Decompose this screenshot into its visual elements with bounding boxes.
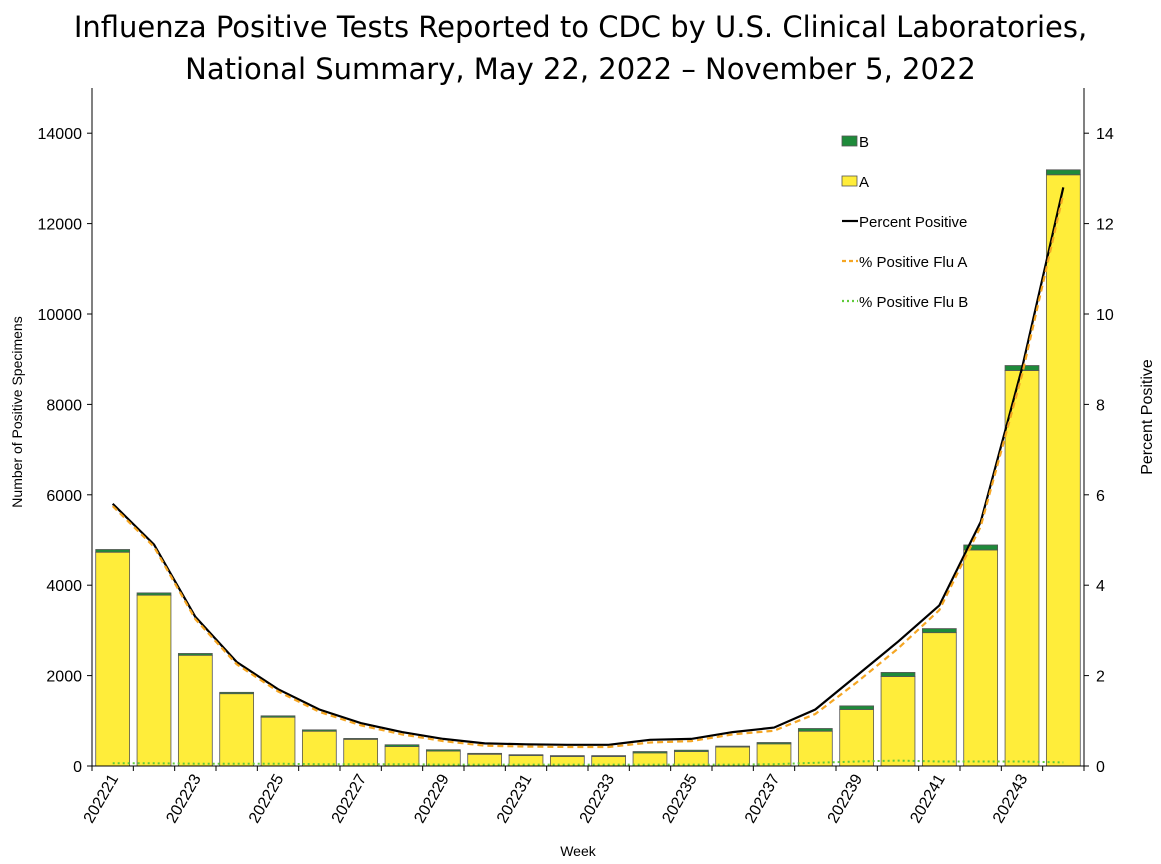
bar-b-202228 bbox=[384, 744, 420, 747]
bar-b-202241 bbox=[921, 628, 957, 634]
bar-b-202231 bbox=[508, 754, 544, 757]
y2-tick-label: 4 bbox=[1096, 578, 1105, 595]
bar-b-202226 bbox=[301, 729, 337, 732]
bar-a-202228 bbox=[384, 746, 420, 767]
bar-a-202223 bbox=[177, 654, 213, 767]
y2-axis-label: Percent Positive bbox=[1139, 359, 1156, 475]
bar-a-202226 bbox=[301, 730, 337, 767]
chart-title: Influenza Positive Tests Reported to CDC… bbox=[0, 6, 1161, 90]
bar-a-202240 bbox=[880, 676, 916, 767]
legend-label-percent-positive-flu-b: % Positive Flu B bbox=[859, 294, 968, 311]
bar-b-202225 bbox=[260, 715, 296, 718]
bar-a-202227 bbox=[343, 738, 379, 767]
bar-b-202222 bbox=[136, 592, 172, 596]
bar-b-202235 bbox=[673, 749, 709, 752]
legend-label-a: A bbox=[859, 174, 869, 191]
chart-title-line-2: National Summary, May 22, 2022 – Novembe… bbox=[185, 52, 976, 86]
bar-a-202243 bbox=[1004, 370, 1040, 767]
y-tick-label: 10000 bbox=[38, 307, 83, 324]
x-tick-label: 202223 bbox=[163, 771, 204, 826]
y-tick-label: 6000 bbox=[46, 488, 82, 505]
bar-b-202233 bbox=[591, 755, 627, 757]
y2-tick-label: 14 bbox=[1096, 126, 1114, 143]
y2-tick-label: 2 bbox=[1096, 669, 1105, 686]
y-tick-label: 12000 bbox=[38, 217, 83, 234]
bar-b-202229 bbox=[425, 749, 461, 752]
y2-tick-label: 10 bbox=[1096, 307, 1114, 324]
y-tick-label: 8000 bbox=[46, 397, 82, 414]
bar-b-202232 bbox=[549, 755, 585, 757]
bar-a-202241 bbox=[921, 632, 957, 767]
legend-label-percent-positive-flu-a: % Positive Flu A bbox=[859, 254, 967, 271]
x-tick-label: 202231 bbox=[494, 771, 535, 826]
y2-tick-label: 8 bbox=[1096, 397, 1105, 414]
x-tick-label: 202221 bbox=[81, 771, 122, 826]
bar-b-202223 bbox=[177, 653, 213, 656]
x-axis-label: Week bbox=[560, 843, 597, 859]
y-axis-label: Number of Positive Specimens bbox=[9, 316, 25, 507]
chart-title-line-1: Influenza Positive Tests Reported to CDC… bbox=[73, 10, 1088, 44]
y-tick-label: 4000 bbox=[46, 578, 82, 595]
y2-tick-label: 12 bbox=[1096, 217, 1114, 234]
lines-group bbox=[111, 187, 1065, 766]
line-percent-positive bbox=[111, 187, 1065, 746]
x-tick-label: 202233 bbox=[577, 771, 618, 826]
y2-tick-label: 6 bbox=[1096, 488, 1105, 505]
legend-label-b: B bbox=[859, 134, 869, 151]
y-tick-label: 2000 bbox=[46, 669, 82, 686]
x-tick-label: 202229 bbox=[411, 771, 452, 826]
x-tick-label: 202239 bbox=[825, 771, 866, 826]
bar-b-202237 bbox=[756, 742, 792, 745]
bar-a-202244 bbox=[1045, 174, 1081, 767]
legend: B A Percent Positive % Positive Flu A % Posi… bbox=[841, 134, 968, 311]
bar-b-202239 bbox=[839, 705, 875, 710]
bar-b-202230 bbox=[467, 752, 503, 755]
bar-a-202242 bbox=[963, 549, 999, 767]
x-tick-label: 202225 bbox=[246, 771, 287, 826]
y-tick-label: 14000 bbox=[38, 126, 83, 143]
bar-a-202222 bbox=[136, 594, 172, 767]
x-tick-label: 202241 bbox=[907, 771, 948, 826]
bar-a-202221 bbox=[95, 551, 131, 767]
line-positive-flu-a bbox=[111, 193, 1065, 749]
bar-b-202234 bbox=[632, 751, 668, 754]
x-tick-label: 202235 bbox=[659, 771, 700, 826]
bar-b-202221 bbox=[95, 549, 131, 553]
x-tick-label: 202237 bbox=[742, 771, 783, 826]
y2-tick-label: 0 bbox=[1096, 759, 1105, 776]
legend-swatch-b bbox=[841, 135, 858, 147]
line-positive-flu-b bbox=[112, 759, 1064, 766]
legend-label-percent-positive: Percent Positive bbox=[859, 214, 967, 231]
bar-b-202227 bbox=[343, 738, 379, 740]
bar-a-202238 bbox=[797, 730, 833, 767]
bar-b-202240 bbox=[880, 672, 916, 677]
legend-swatch-a bbox=[841, 175, 858, 187]
x-tick-label: 202227 bbox=[329, 771, 370, 826]
y-tick-label: 0 bbox=[73, 759, 82, 776]
bar-a-202237 bbox=[756, 743, 792, 767]
bar-a-202239 bbox=[839, 709, 875, 767]
bar-a-202236 bbox=[715, 746, 751, 767]
bar-a-202224 bbox=[219, 693, 255, 767]
bar-b-202224 bbox=[219, 691, 255, 695]
bar-b-202242 bbox=[963, 544, 999, 551]
bar-b-202236 bbox=[715, 745, 751, 748]
x-tick-label: 202243 bbox=[990, 771, 1031, 826]
bar-b-202238 bbox=[797, 728, 833, 732]
bar-b-202244 bbox=[1045, 169, 1081, 176]
bar-a-202225 bbox=[260, 716, 296, 767]
